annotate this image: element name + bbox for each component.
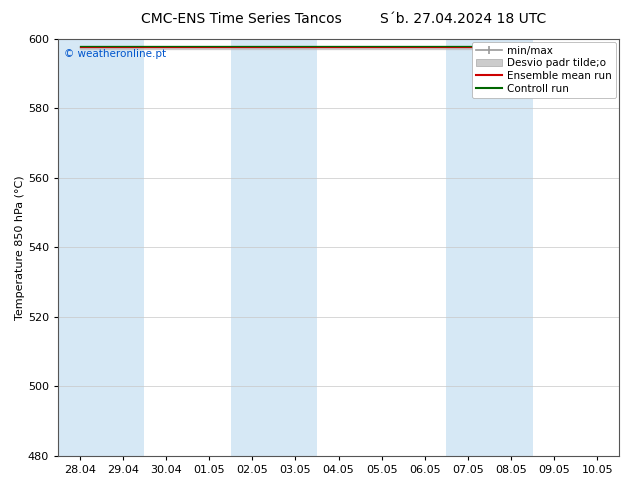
Bar (446, 39, 533, 456)
Text: © weatheronline.pt: © weatheronline.pt (63, 49, 165, 59)
Bar (231, 39, 317, 456)
Text: S´b. 27.04.2024 18 UTC: S´b. 27.04.2024 18 UTC (380, 12, 546, 26)
Bar (58, 39, 145, 456)
Y-axis label: Temperature 850 hPa (°C): Temperature 850 hPa (°C) (15, 175, 25, 319)
Legend: min/max, Desvio padr tilde;o, Ensemble mean run, Controll run: min/max, Desvio padr tilde;o, Ensemble m… (472, 42, 616, 98)
Text: CMC-ENS Time Series Tancos: CMC-ENS Time Series Tancos (141, 12, 341, 26)
